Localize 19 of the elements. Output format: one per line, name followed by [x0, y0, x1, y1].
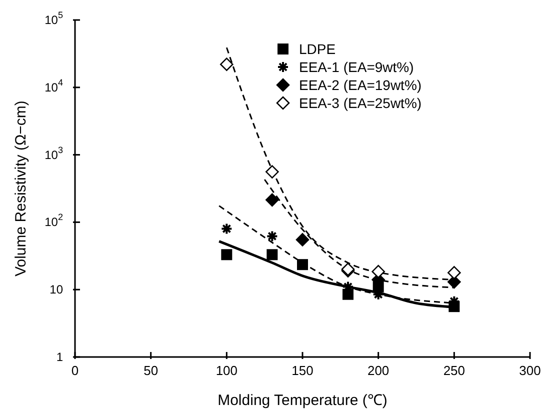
legend-label: EEA-2 (EA=19wt%)	[299, 76, 422, 94]
x-tick-label: 250	[443, 363, 466, 378]
legend-label: EEA-3 (EA=25wt%)	[299, 94, 422, 112]
x-tick-label: 200	[367, 363, 390, 378]
x-tick-label: 150	[292, 363, 314, 378]
y-tick-label: 10$^{3}$	[44, 144, 63, 162]
y-tick-label: 1	[56, 350, 64, 364]
x-axis-title: Molding Temperature (℃)	[218, 392, 388, 409]
y-tick-label: 10$^{4}$	[44, 77, 63, 94]
y-tick-label: 10	[50, 282, 64, 297]
x-tick-label: 50	[144, 363, 158, 378]
y-tick-label: 10$^{5}$	[44, 10, 63, 27]
y-axis-title: Volume Resistivity (Ω−cm)	[12, 100, 30, 276]
x-tick-label: 100	[216, 363, 238, 378]
legend-label: EEA-1 (EA=9wt%)	[299, 58, 414, 76]
x-tick-label: 0	[71, 363, 79, 378]
x-tick-label: 300	[519, 363, 541, 378]
y-tick-label: 10$^{2}$	[44, 212, 63, 230]
legend-label: LDPE	[299, 40, 336, 58]
